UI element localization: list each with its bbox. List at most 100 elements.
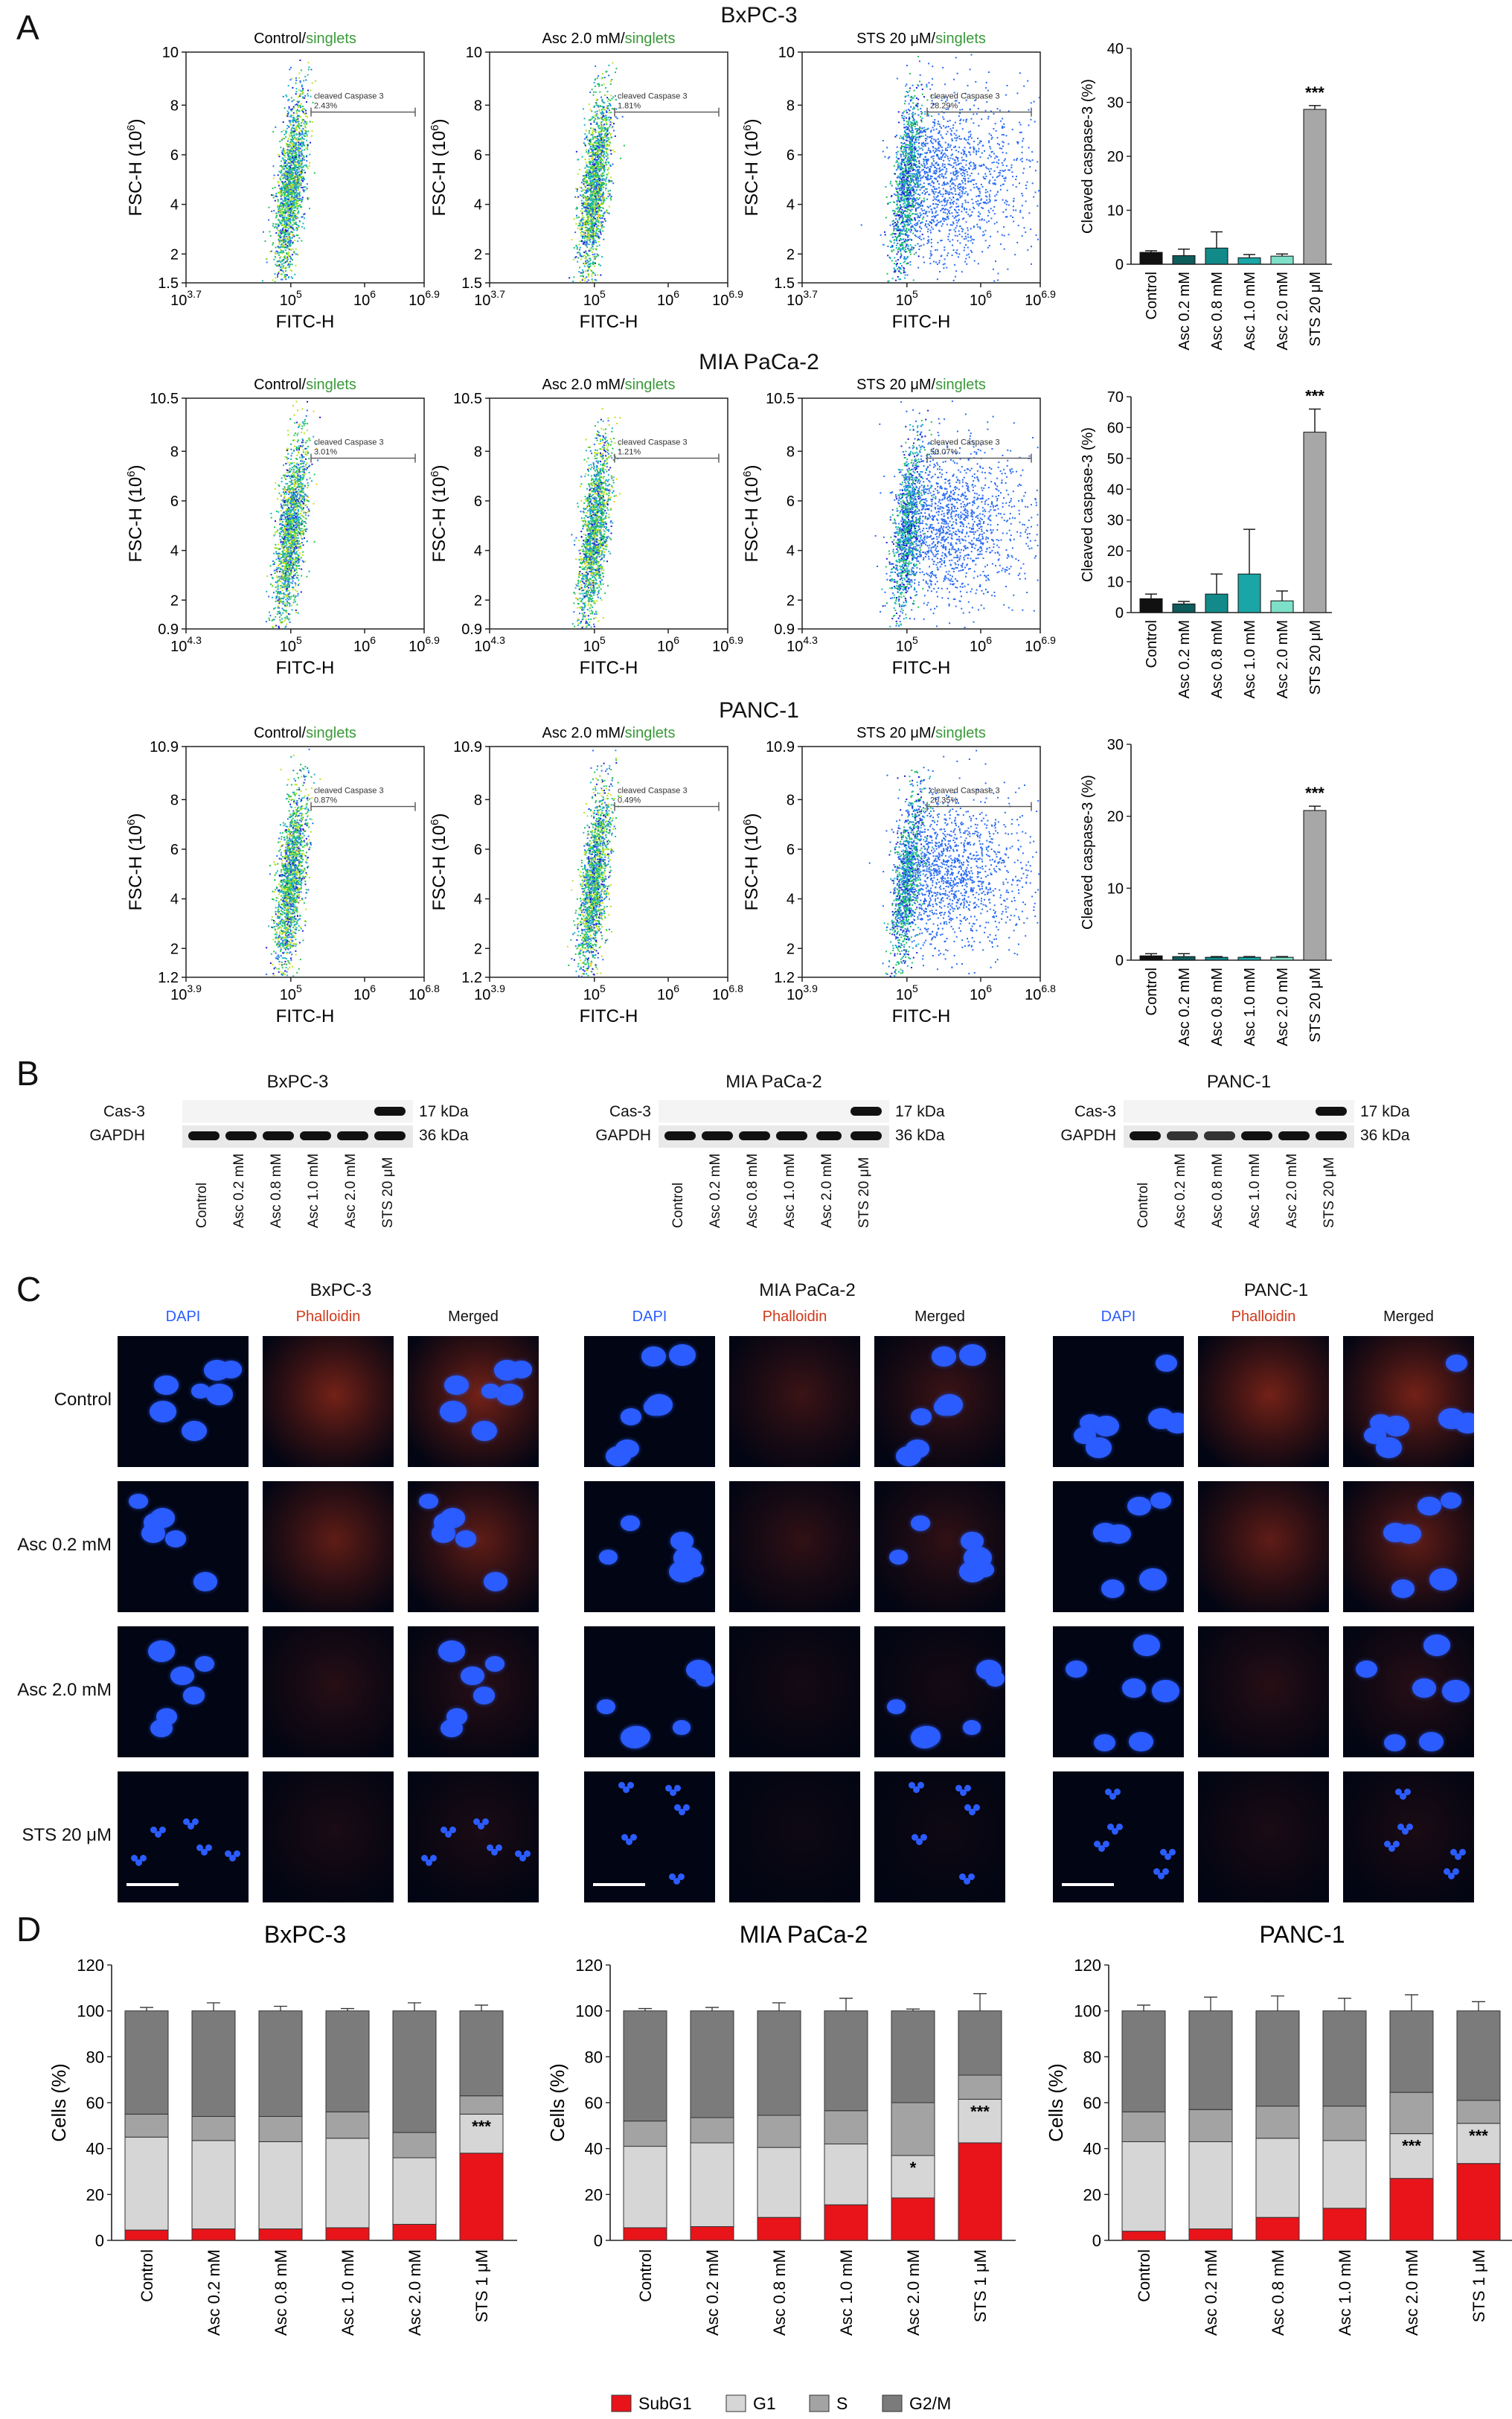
flow-event-dot [288,266,290,269]
flow-event-dot [980,199,982,201]
flow-event-dot [970,214,973,217]
flow-event-dot [284,257,286,259]
flow-event-dot [599,165,601,167]
flow-event-dot [576,191,578,192]
flow-event-dot [901,265,903,267]
flow-event-dot [276,250,278,252]
flow-event-dot [602,213,604,215]
flow-event-dot [933,261,935,263]
flow-event-dot [915,223,917,225]
flow-event-dot [916,197,918,199]
flow-event-dot [914,165,917,167]
flow-event-dot [289,269,292,271]
flow-event-dot [987,157,989,159]
flow-event-dot [274,199,276,202]
flow-event-dot [903,198,906,200]
flow-event-dot [592,211,594,214]
flow-event-dot [278,272,280,275]
flow-event-dot [601,100,603,102]
flow-event-dot [292,135,294,138]
flow-event-dot [275,217,277,219]
flow-event-dot [908,168,909,170]
flow-event-dot [909,223,910,226]
flow-event-dot [292,179,294,181]
flow-event-dot [291,208,292,210]
flow-event-dot [1023,227,1025,229]
flow-event-dot [586,185,589,186]
flow-event-dot [583,252,586,253]
flow-event-dot [585,171,587,173]
flow-event-dot [292,212,295,214]
flow-event-dot [929,194,931,196]
flow-event-dot [908,249,910,252]
flow-event-dot [912,170,914,171]
flow-event-dot [912,249,914,251]
flow-event-dot [592,235,595,237]
flow-event-dot [884,231,885,233]
flow-event-dot [312,101,314,103]
flow-event-dot [295,77,297,79]
flow-event-dot [602,191,604,194]
flow-event-dot [610,153,612,155]
flow-event-dot [592,229,594,231]
flow-event-dot [970,172,973,174]
flow-event-dot [589,223,592,226]
flow-event-dot [920,115,922,118]
flow-event-dot [289,145,292,147]
flow-event-dot [597,194,599,196]
flow-event-dot [938,157,940,159]
flow-event-dot [605,71,607,73]
flow-event-dot [304,121,306,122]
flow-event-dot [977,137,978,139]
flow-event-dot [1026,181,1028,183]
flow-event-dot [912,226,914,228]
flow-event-dot [301,199,304,201]
flow-event-dot [583,188,585,191]
flow-event-dot [588,234,589,236]
flow-event-dot [580,232,582,234]
flow-event-dot [893,193,895,195]
flow-event-dot [917,215,919,217]
flow-event-dot [294,273,296,275]
flow-event-dot [289,183,292,185]
flow-event-dot [291,191,293,194]
flow-event-dot [290,142,292,144]
flow-event-dot [600,77,603,80]
flow-event-dot [606,132,608,135]
flow-event-dot [292,162,294,164]
flow-event-dot [291,237,293,239]
flow-event-dot [281,160,283,162]
flow-event-dot [275,193,278,194]
flow-event-dot [288,107,290,109]
flow-event-dot [597,159,599,162]
flow-event-dot [279,213,281,215]
flow-event-dot [598,231,600,232]
flow-event-dot [278,206,281,208]
flow-event-dot [290,173,292,176]
flow-event-dot [587,223,589,226]
flow-event-dot [590,164,592,167]
flow-event-dot [1016,142,1019,144]
flow-event-dot [579,249,580,251]
flow-event-dot [302,138,304,140]
flow-event-dot [588,142,590,144]
flow-event-dot [296,125,298,127]
flow-event-dot [599,140,601,142]
flow-event-dot [292,167,295,169]
flow-event-dot [961,206,964,208]
flow-event-dot [893,263,895,265]
flow-event-dot [597,164,599,166]
flow-event-dot [295,214,297,215]
flow-event-dot [292,193,295,195]
flow-event-dot [598,192,600,194]
flow-event-dot [293,179,295,182]
flow-event-dot [303,227,305,229]
flow-event-dot [283,206,285,208]
flow-event-dot [928,241,930,243]
flow-event-dot [281,232,284,234]
flow-event-dot [600,112,602,114]
flow-event-dot [909,188,912,191]
flow-event-dot [600,109,603,111]
flow-event-dot [912,179,914,182]
flow-event-dot [295,149,297,151]
